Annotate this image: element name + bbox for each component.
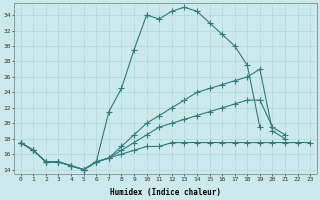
X-axis label: Humidex (Indice chaleur): Humidex (Indice chaleur) (110, 188, 221, 197)
